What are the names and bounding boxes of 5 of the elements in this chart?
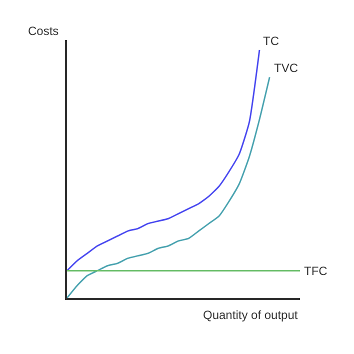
- y-axis-title: Costs: [28, 24, 59, 38]
- series-label: TFC: [304, 264, 328, 278]
- x-axis-title: Quantity of output: [203, 308, 298, 322]
- series-label: TVC: [274, 61, 298, 75]
- series-label: TC: [263, 34, 280, 48]
